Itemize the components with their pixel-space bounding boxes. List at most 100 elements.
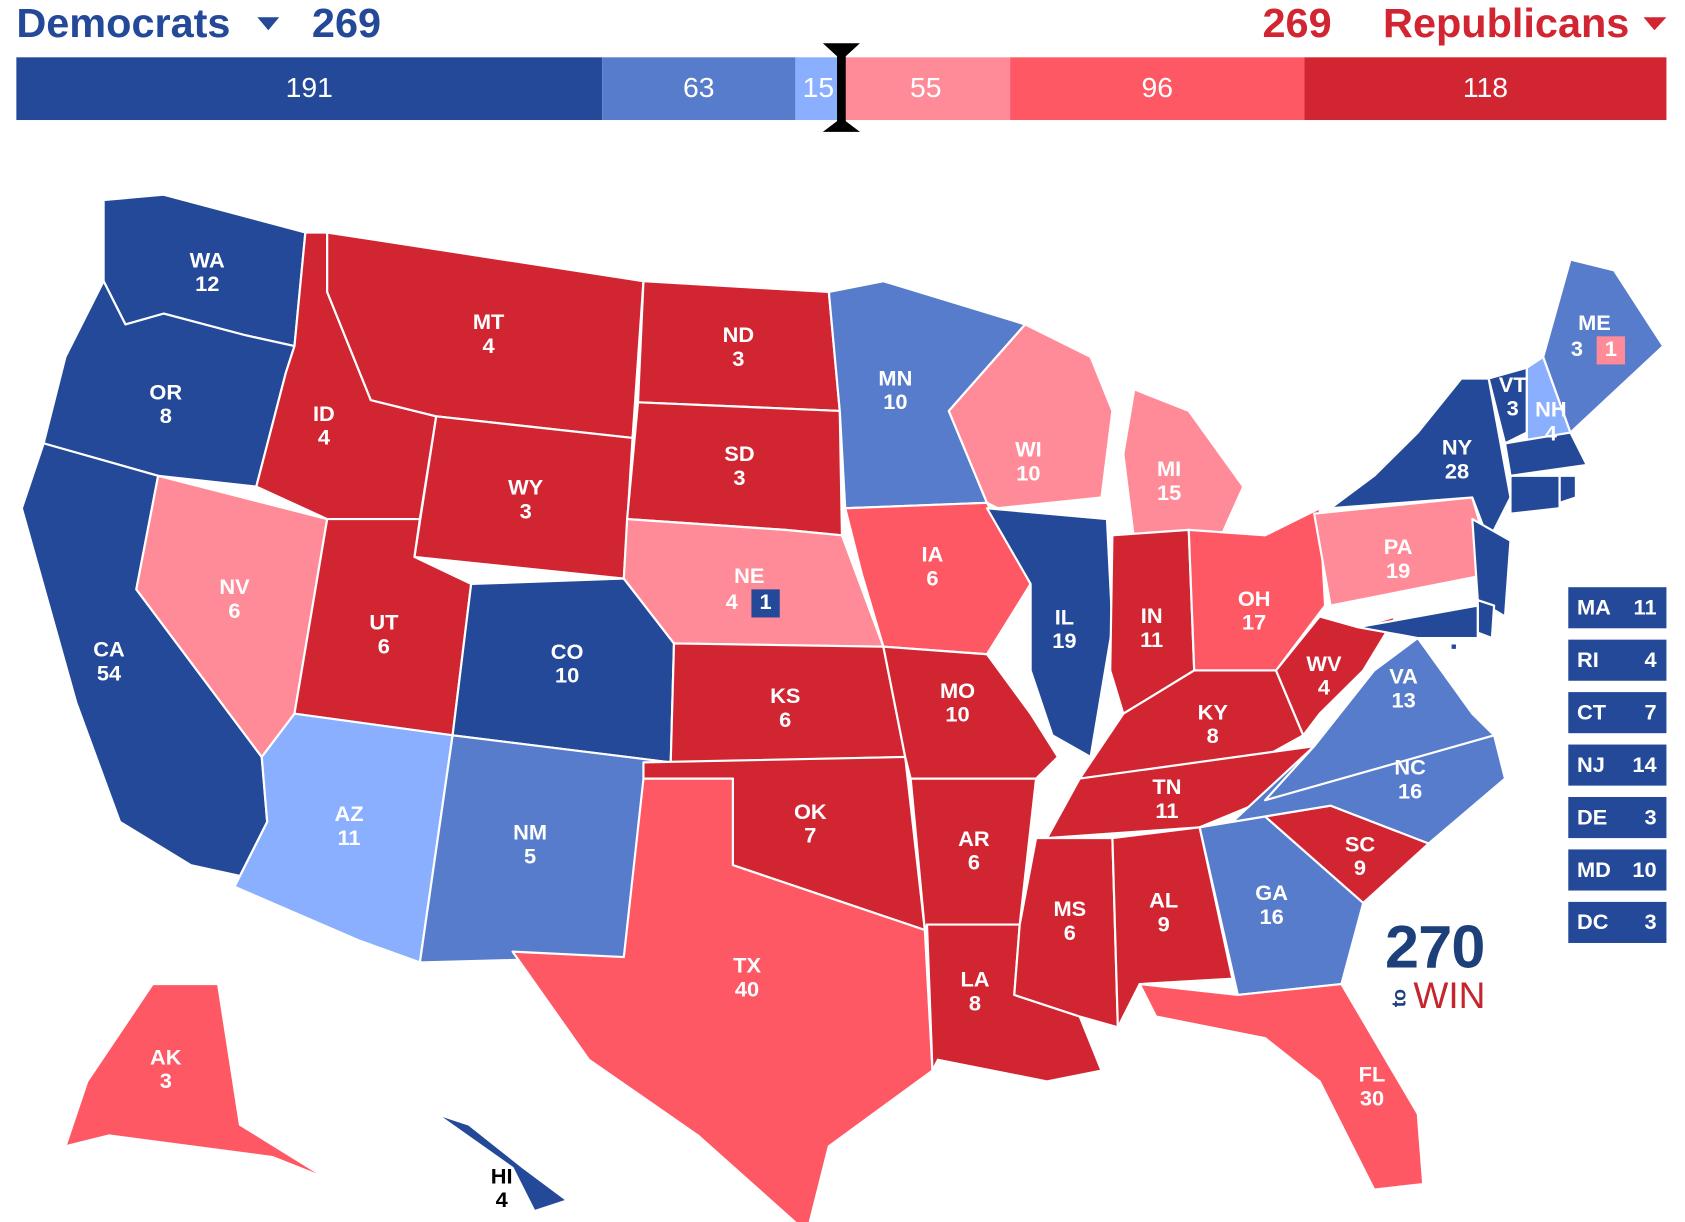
small-state-ev: 10	[1632, 857, 1656, 882]
state-shape[interactable]	[1356, 604, 1479, 640]
rep-total: 269	[1263, 0, 1332, 46]
state-abbr: OK	[794, 799, 827, 824]
state-ev: 54	[97, 661, 121, 686]
state-shape[interactable]	[1138, 982, 1425, 1191]
state-ev: 8	[1207, 723, 1219, 748]
state-ev: 5	[524, 843, 536, 868]
state-shape[interactable]	[1558, 474, 1578, 504]
bar-segment[interactable]	[1304, 57, 1667, 121]
state-abbr: LA	[960, 967, 989, 992]
small-state-box[interactable]	[1568, 901, 1667, 943]
state-shape[interactable]	[1111, 826, 1234, 1029]
state-shape[interactable]	[1509, 474, 1561, 515]
bar-segment[interactable]	[602, 57, 796, 121]
state-abbr: NY	[1442, 435, 1473, 460]
state-ev: 12	[195, 271, 219, 296]
logo-to: to	[1388, 989, 1410, 1007]
state-ev: 16	[1398, 778, 1422, 803]
state-abbr: AZ	[334, 801, 363, 826]
state-shape[interactable]	[985, 507, 1114, 759]
small-state-ev: 7	[1644, 700, 1656, 725]
state-abbr: SD	[724, 441, 754, 466]
rep-label[interactable]: Republicans	[1383, 0, 1629, 46]
small-state-ev: 3	[1644, 909, 1656, 934]
rep-caret	[1643, 17, 1667, 31]
state-abbr: AK	[150, 1044, 182, 1069]
state-shape[interactable]	[64, 982, 329, 1180]
state-ev: 3	[1507, 396, 1519, 421]
state-shape[interactable]	[511, 777, 934, 1222]
state-abbr: AL	[1149, 888, 1178, 913]
small-state-box[interactable]	[1568, 796, 1667, 839]
state-ev: 28	[1445, 458, 1469, 483]
state-abbr: FL	[1359, 1062, 1386, 1087]
state-ev: 19	[1386, 558, 1410, 583]
state-ev: 3	[520, 498, 532, 523]
state-shape[interactable]	[1503, 431, 1588, 477]
state-abbr: IA	[922, 542, 944, 567]
state-abbr: HI	[491, 1163, 513, 1188]
small-state-abbr: DE	[1577, 804, 1607, 829]
bar-segment[interactable]	[841, 57, 1011, 121]
state-shape[interactable]	[1274, 615, 1398, 737]
bar-segment-label: 15	[803, 71, 835, 103]
state-abbr: MT	[473, 309, 505, 334]
small-state-box[interactable]	[1568, 849, 1667, 891]
state-ev: 10	[555, 663, 579, 688]
state-abbr: AR	[958, 826, 990, 851]
state-ev: 16	[1260, 904, 1284, 929]
state-ev: 8	[969, 990, 981, 1015]
state-ev: 6	[378, 634, 390, 659]
state-ev: 4	[496, 1187, 508, 1212]
state-ev: 40	[735, 976, 759, 1001]
state-ev: 6	[968, 850, 980, 875]
small-state-box[interactable]	[1568, 744, 1667, 786]
state-abbr: IL	[1055, 604, 1074, 629]
small-state-box[interactable]	[1568, 639, 1667, 681]
small-state-abbr: DC	[1577, 909, 1609, 934]
state-shape[interactable]	[1045, 745, 1316, 840]
bar-segment-label: 55	[910, 71, 942, 103]
state-ev: 4	[318, 425, 330, 450]
district-box[interactable]	[751, 589, 780, 618]
state-shape[interactable]	[1471, 517, 1512, 618]
small-state-box[interactable]	[1568, 587, 1667, 629]
bar-segment[interactable]	[795, 57, 842, 121]
bar-segment[interactable]	[1010, 57, 1305, 121]
dem-label[interactable]: Democrats	[16, 0, 230, 46]
dem-caret	[257, 17, 280, 31]
state-abbr: ND	[723, 322, 755, 347]
district-box[interactable]	[1596, 336, 1625, 365]
bar-segment[interactable]	[16, 57, 603, 121]
state-abbr: NE	[734, 563, 764, 588]
small-state-box[interactable]	[1568, 692, 1667, 734]
state-ev: 6	[926, 565, 938, 590]
state-ev: 9	[1158, 911, 1170, 936]
state-abbr: TN	[1152, 774, 1181, 799]
state-ev: 4	[1318, 675, 1330, 700]
small-state-ev: 4	[1644, 647, 1656, 672]
state-ev: 10	[883, 389, 907, 414]
state-abbr: IN	[1141, 603, 1163, 628]
state-ev: 9	[1354, 855, 1366, 880]
state-shape[interactable]	[435, 1112, 569, 1213]
state-shape[interactable]	[882, 645, 1059, 780]
small-state-abbr: MA	[1577, 595, 1611, 620]
bar-segment-label: 191	[286, 71, 333, 103]
state-shape[interactable]	[1449, 642, 1459, 652]
state-shape[interactable]	[1122, 388, 1245, 542]
state-shape[interactable]	[947, 323, 1114, 510]
bar-segment-label: 96	[1142, 71, 1174, 103]
logo-number: 270	[1385, 913, 1485, 981]
state-shape[interactable]	[1476, 599, 1496, 640]
state-abbr: CA	[93, 637, 125, 662]
state-ev: 17	[1242, 610, 1266, 635]
state-ev: 3	[732, 346, 744, 371]
state-ev: 6	[228, 598, 240, 623]
state-abbr: TX	[733, 953, 761, 978]
dem-total: 269	[312, 0, 381, 46]
state-ev: 11	[1155, 798, 1178, 823]
